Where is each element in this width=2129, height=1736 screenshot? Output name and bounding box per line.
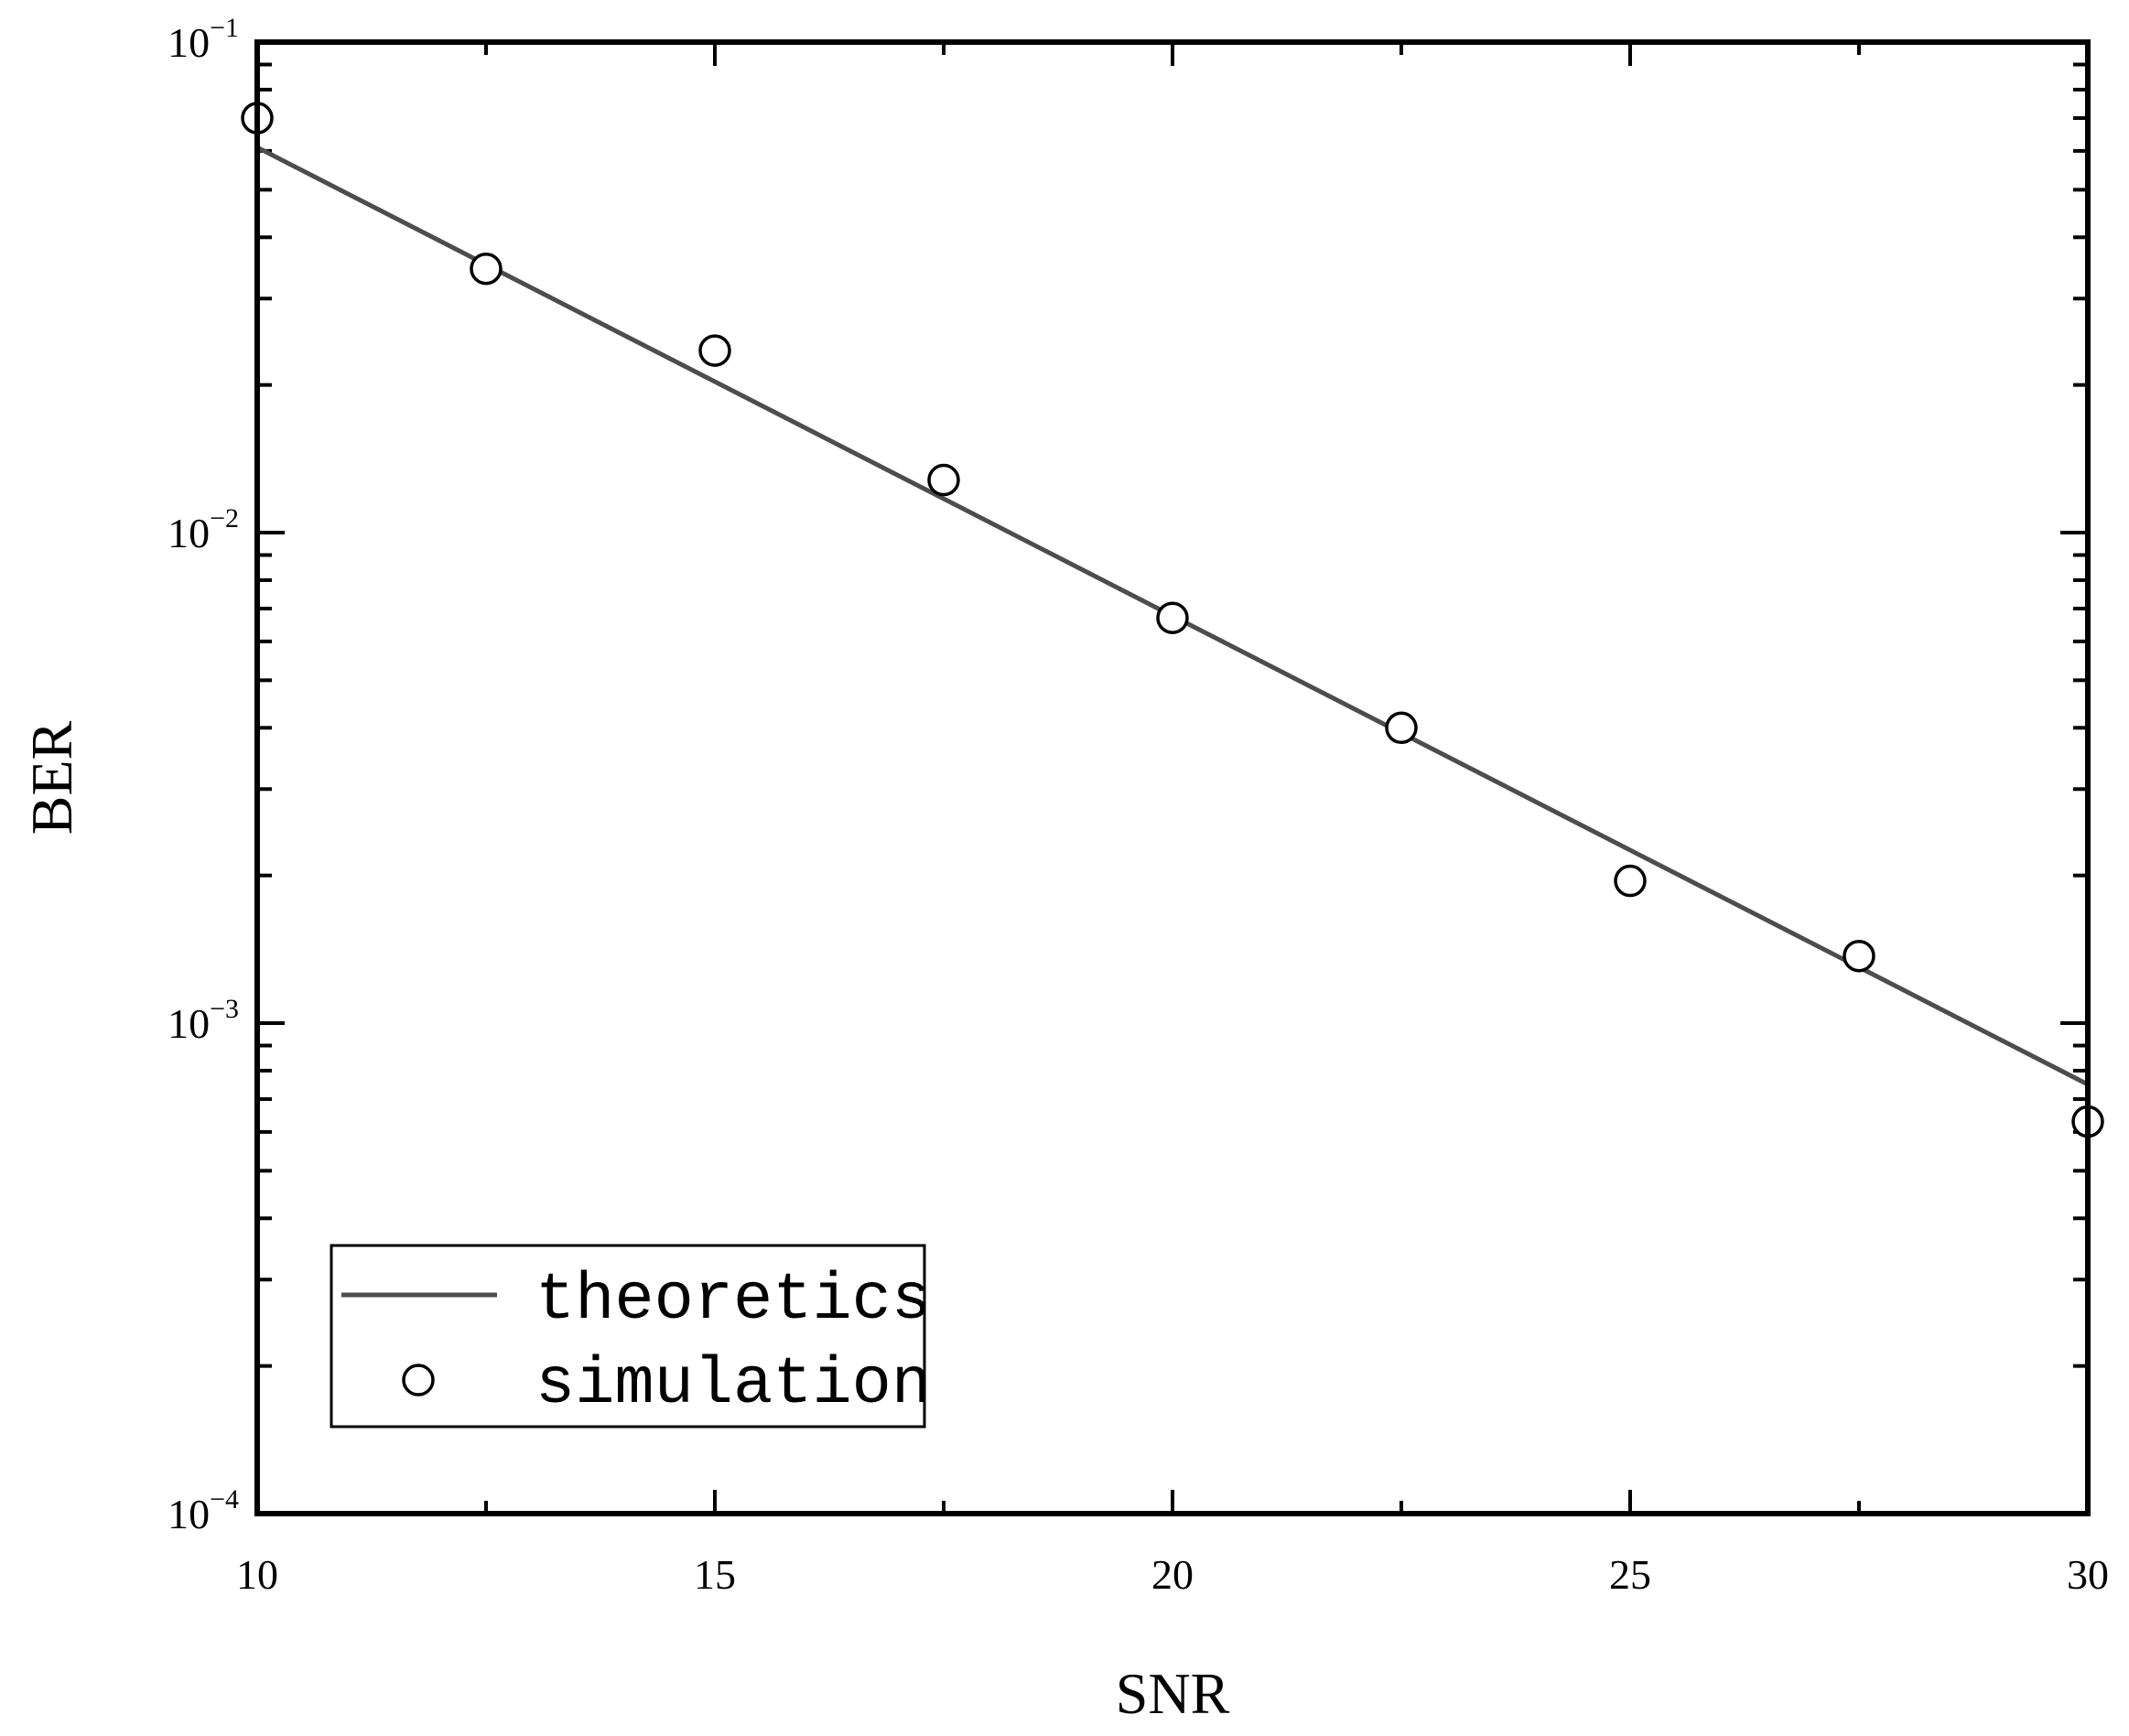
- plot-frame: [254, 39, 2091, 1516]
- x-tick-label: 20: [1151, 1551, 1194, 1598]
- legend-label-theoretics: theoretics: [535, 1263, 931, 1338]
- data-point-simulation: [1156, 601, 1189, 634]
- y-tick-exponent: −4: [210, 1484, 239, 1515]
- x-tick-label: 25: [1609, 1551, 1651, 1598]
- x-tick-label: 10: [236, 1551, 278, 1598]
- data-point-simulation: [698, 334, 731, 367]
- x-tick-label: 30: [2067, 1551, 2109, 1598]
- x-axis-label: SNR: [1116, 1661, 1230, 1726]
- y-axis-label: BER: [19, 720, 84, 835]
- legend: theoretics simulation: [330, 1244, 931, 1429]
- data-point-simulation: [470, 252, 503, 286]
- data-point-simulation: [1843, 939, 1875, 973]
- legend-label-simulation: simulation: [535, 1347, 931, 1422]
- y-tick-exponent: −2: [210, 503, 239, 534]
- data-point-simulation: [1614, 864, 1647, 898]
- x-tick-label: 15: [694, 1551, 736, 1598]
- legend-marker-swatch: [402, 1364, 435, 1396]
- plot-area: [241, 102, 2104, 1138]
- data-point-simulation: [1385, 711, 1418, 745]
- legend-box: [330, 1244, 926, 1429]
- y-tick-exponent: −1: [210, 13, 239, 43]
- data-point-simulation: [927, 463, 960, 497]
- y-tick-exponent: −3: [210, 994, 239, 1024]
